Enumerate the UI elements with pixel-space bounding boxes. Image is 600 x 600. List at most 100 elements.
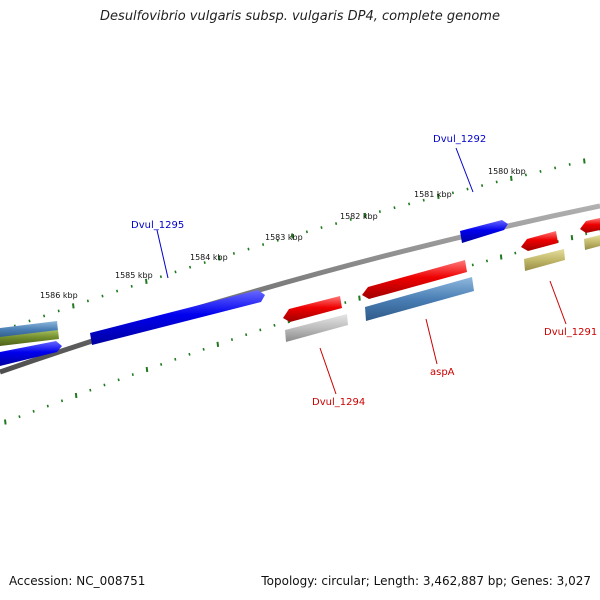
leader-line-dvul-1295 (156, 229, 169, 279)
outer-scale-minor-tick (86, 299, 89, 303)
outer-scale-minor-tick (262, 243, 265, 247)
outer-scale-minor-tick (159, 275, 162, 279)
inner-scale-minor-tick (18, 415, 21, 419)
outer-scale-minor-tick (422, 198, 425, 202)
inner-scale-minor-tick (188, 352, 191, 356)
outer-scale-minor-tick (335, 222, 338, 225)
outer-scale-minor-tick (276, 238, 279, 242)
inner-scale-minor-tick (245, 333, 248, 337)
outer-scale-minor-tick (481, 184, 484, 187)
inner-scale-minor-tick (160, 362, 163, 366)
outer-scale-major-tick (218, 255, 221, 261)
inner-scale-major-tick (358, 295, 361, 301)
inner-scale-minor-tick (131, 373, 134, 377)
inner-scale-minor-tick (103, 383, 106, 387)
inner-scale-minor-tick (46, 404, 49, 408)
inner-scale-minor-tick (230, 338, 234, 341)
inner-scale-minor-tick (32, 409, 35, 413)
reverse-cds-dvul-1294 (283, 296, 342, 322)
inner-scale-major-tick (570, 235, 574, 241)
outer-scale-major-tick (510, 175, 513, 182)
outer-scale-minor-tick (539, 169, 542, 173)
outer-scale-major-tick (145, 278, 148, 285)
scale-label-1581: 1581 kbp (414, 190, 452, 199)
outer-scale-major-tick (583, 158, 586, 164)
outer-scale-minor-tick (349, 218, 352, 221)
inner-scale-minor-tick (585, 232, 588, 236)
outer-scale-minor-tick (305, 230, 308, 234)
accession-text: Accession: NC_008751 (9, 574, 146, 588)
inner-scale-minor-tick (259, 328, 262, 332)
inner-scale-major-tick (145, 366, 149, 373)
scale-label-1580: 1580 kbp (488, 167, 526, 176)
inner-scale-minor-tick (89, 388, 92, 392)
outer-scale-minor-tick (247, 247, 250, 251)
reverse-cds-dvul-1291 (521, 231, 558, 251)
inner-scale-major-tick (4, 419, 7, 425)
scale-label-1585: 1585 kbp (115, 271, 153, 280)
outer-scale-minor-tick (393, 206, 396, 210)
inner-scale-minor-tick (60, 399, 64, 403)
outer-scale-minor-tick (524, 173, 527, 177)
outer-scale-minor-tick (554, 166, 557, 170)
inner-scale-minor-tick (471, 263, 474, 267)
khaki-track-feature (524, 249, 565, 271)
forward-cds-edge (0, 341, 62, 366)
outer-scale-minor-tick (43, 314, 46, 318)
inner-scale-minor-tick (174, 357, 177, 361)
outer-scale-minor-tick (116, 289, 119, 293)
inner-scale-minor-tick (344, 301, 347, 304)
leader-line-dvul-1291 (549, 280, 567, 325)
genome-backbone (0, 203, 600, 375)
outer-scale-minor-tick (408, 202, 411, 206)
outer-scale-minor-tick (189, 265, 192, 269)
inner-scale-minor-tick (514, 251, 517, 255)
gray-track-feature (285, 314, 348, 342)
olive-track-edge (0, 330, 59, 346)
outer-scale-minor-tick (378, 210, 381, 214)
outer-scale-track (0, 158, 586, 334)
outer-scale-minor-tick (495, 180, 498, 184)
steelblue-track-edge (0, 321, 58, 338)
outer-scale-minor-tick (101, 294, 104, 298)
scale-label-1584: 1584 kbp (190, 253, 228, 262)
outer-scale-major-tick (364, 212, 367, 219)
outer-scale-major-tick (291, 233, 294, 239)
outer-scale-minor-tick (320, 226, 323, 230)
inner-scale-minor-tick (117, 378, 120, 382)
outer-scale-minor-tick (203, 261, 206, 265)
inner-scale-major-tick (74, 392, 78, 399)
forward-cds-dvul-1295 (90, 290, 265, 345)
scale-label-1586: 1586 kbp (40, 291, 78, 300)
scale-label-1583: 1583 kbp (265, 233, 303, 242)
inner-scale-major-tick (499, 254, 503, 260)
outer-scale-minor-tick (28, 319, 31, 323)
leader-line-dvul-1294 (319, 347, 337, 395)
scale-label-1582: 1582 kbp (340, 212, 378, 221)
forward-cds-dvul-1292 (460, 220, 508, 243)
inner-scale-major-tick (216, 341, 220, 348)
gene-label-dvul-1295: Dvul_1295 (131, 220, 184, 231)
leader-line-aspA (425, 318, 438, 365)
gene-label-dvul-1292: Dvul_1292 (433, 134, 486, 145)
inner-scale-minor-tick (202, 347, 205, 351)
reverse-cds-edge (580, 218, 600, 233)
gene-label-dvul-1294: Dvul_1294 (312, 397, 365, 408)
outer-scale-minor-tick (232, 252, 235, 255)
outer-scale-minor-tick (57, 309, 60, 313)
khaki-track-feature-edge (584, 235, 600, 250)
outer-scale-minor-tick (130, 284, 133, 288)
inner-scale-minor-tick (485, 259, 489, 263)
leader-line-dvul-1292 (455, 147, 474, 193)
topology-text: Topology: circular; Length: 3,462,887 bp… (261, 574, 591, 588)
outer-scale-major-tick (437, 193, 440, 200)
reverse-cds-aspA (362, 260, 467, 299)
outer-scale-major-tick (72, 303, 75, 309)
outer-scale-minor-tick (568, 163, 571, 166)
map-title: Desulfovibrio vulgaris subsp. vulgaris D… (100, 9, 500, 24)
steelblue-track-feature (365, 277, 474, 321)
gene-label-aspA: aspA (430, 367, 455, 378)
outer-scale-minor-tick (174, 270, 177, 274)
gene-label-dvul-1291: Dvul_1291 (544, 327, 597, 338)
